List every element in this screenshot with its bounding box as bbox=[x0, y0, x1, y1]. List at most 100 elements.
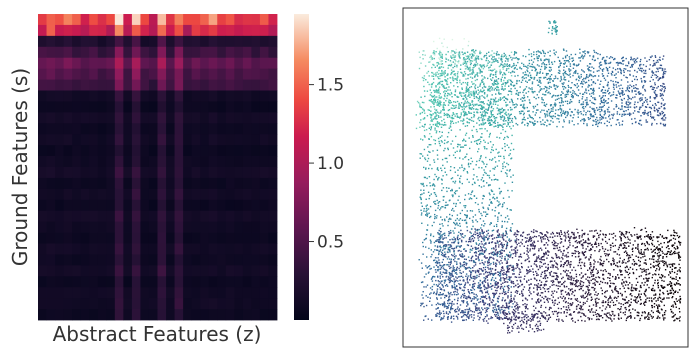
scatter-point bbox=[504, 130, 507, 133]
scatter-point bbox=[482, 220, 485, 222]
scatter-point bbox=[549, 77, 551, 80]
scatter-point bbox=[494, 304, 496, 306]
heatmap-cell bbox=[131, 265, 141, 277]
heatmap-cell bbox=[225, 298, 235, 310]
scatter-point bbox=[445, 305, 447, 308]
scatter-point bbox=[609, 301, 612, 303]
scatter-point bbox=[504, 54, 507, 56]
scatter-point bbox=[529, 79, 531, 81]
scatter-point bbox=[437, 266, 440, 268]
scatter-point bbox=[570, 53, 572, 56]
scatter-point bbox=[564, 255, 566, 257]
scatter-point bbox=[607, 277, 609, 279]
scatter-point bbox=[486, 103, 488, 105]
scatter-point bbox=[514, 247, 517, 250]
scatter-point bbox=[655, 304, 658, 306]
scatter-point bbox=[504, 63, 506, 65]
scatter-point bbox=[471, 73, 473, 75]
scatter-point bbox=[592, 282, 594, 285]
scatter-point bbox=[632, 250, 634, 253]
scatter-point bbox=[470, 232, 472, 234]
heatmap-cell bbox=[225, 24, 235, 37]
scatter-point bbox=[618, 246, 620, 249]
heatmap-cell bbox=[131, 112, 141, 124]
scatter-point bbox=[461, 265, 463, 267]
scatter-point bbox=[658, 114, 660, 117]
scatter-point bbox=[486, 275, 488, 277]
scatter-point bbox=[449, 125, 452, 127]
scatter-point bbox=[639, 303, 642, 305]
scatter-point bbox=[582, 101, 585, 103]
scatter-point bbox=[432, 183, 435, 185]
scatter-point bbox=[586, 74, 588, 76]
scatter-point bbox=[481, 202, 483, 204]
scatter-point bbox=[502, 287, 504, 289]
scatter-point bbox=[470, 60, 472, 62]
scatter-point bbox=[561, 99, 563, 101]
scatter-point bbox=[505, 253, 508, 256]
scatter-point bbox=[636, 314, 638, 317]
heatmap-cell bbox=[63, 221, 73, 233]
scatter-point bbox=[656, 59, 659, 62]
heatmap-cell bbox=[217, 101, 227, 113]
scatter-point bbox=[568, 288, 570, 290]
scatter-point bbox=[425, 295, 427, 297]
scatter-point bbox=[679, 298, 682, 301]
scatter-point bbox=[476, 276, 478, 279]
scatter-point bbox=[457, 143, 459, 146]
scatter-point bbox=[448, 271, 450, 274]
scatter-point bbox=[622, 69, 625, 72]
heatmap-cell bbox=[106, 24, 116, 37]
scatter-point bbox=[641, 282, 643, 284]
heatmap-cell bbox=[97, 145, 107, 157]
scatter-point bbox=[503, 243, 505, 246]
scatter-point bbox=[430, 242, 432, 244]
scatter-point bbox=[445, 312, 448, 315]
scatter-point bbox=[565, 269, 567, 272]
scatter-point bbox=[447, 59, 450, 61]
heatmap-cell bbox=[80, 46, 90, 59]
scatter-point bbox=[468, 266, 470, 269]
scatter-point bbox=[466, 117, 468, 119]
scatter-point bbox=[492, 77, 494, 79]
scatter-point bbox=[609, 274, 611, 276]
scatter-point bbox=[582, 303, 585, 306]
scatter-point bbox=[657, 309, 659, 312]
scatter-point bbox=[550, 78, 552, 80]
scatter-point bbox=[679, 267, 681, 269]
scatter-point bbox=[633, 227, 636, 229]
scatter-point bbox=[622, 90, 624, 92]
scatter-point bbox=[568, 69, 570, 71]
scatter-point bbox=[541, 109, 543, 111]
scatter-point bbox=[486, 279, 489, 281]
scatter-point bbox=[419, 157, 421, 159]
scatter-point bbox=[421, 294, 423, 296]
heatmap-cell bbox=[242, 35, 252, 48]
scatter-point bbox=[490, 98, 493, 100]
scatter-point bbox=[643, 72, 645, 74]
heatmap-cell bbox=[157, 24, 167, 37]
scatter-point bbox=[551, 96, 553, 98]
scatter-point bbox=[494, 79, 496, 82]
scatter-point bbox=[495, 303, 497, 305]
scatter-point bbox=[433, 291, 435, 293]
scatter-point bbox=[548, 69, 550, 72]
scatter-point bbox=[620, 271, 622, 273]
scatter-point bbox=[497, 100, 499, 102]
scatter-point bbox=[431, 114, 433, 117]
scatter-point bbox=[461, 88, 463, 90]
scatter-point bbox=[465, 214, 468, 217]
scatter-point bbox=[649, 80, 651, 82]
scatter-point bbox=[585, 256, 587, 258]
scatter-point bbox=[671, 288, 674, 290]
scatter-point bbox=[482, 116, 485, 118]
heatmap-cell bbox=[200, 46, 210, 59]
scatter-point bbox=[669, 251, 672, 254]
scatter-point bbox=[437, 90, 439, 92]
scatter-point bbox=[499, 99, 501, 101]
scatter-point bbox=[669, 272, 672, 274]
scatter-point bbox=[430, 127, 432, 129]
scatter-point bbox=[548, 240, 550, 242]
scatter-point bbox=[478, 318, 480, 321]
heatmap-cell bbox=[72, 188, 82, 201]
